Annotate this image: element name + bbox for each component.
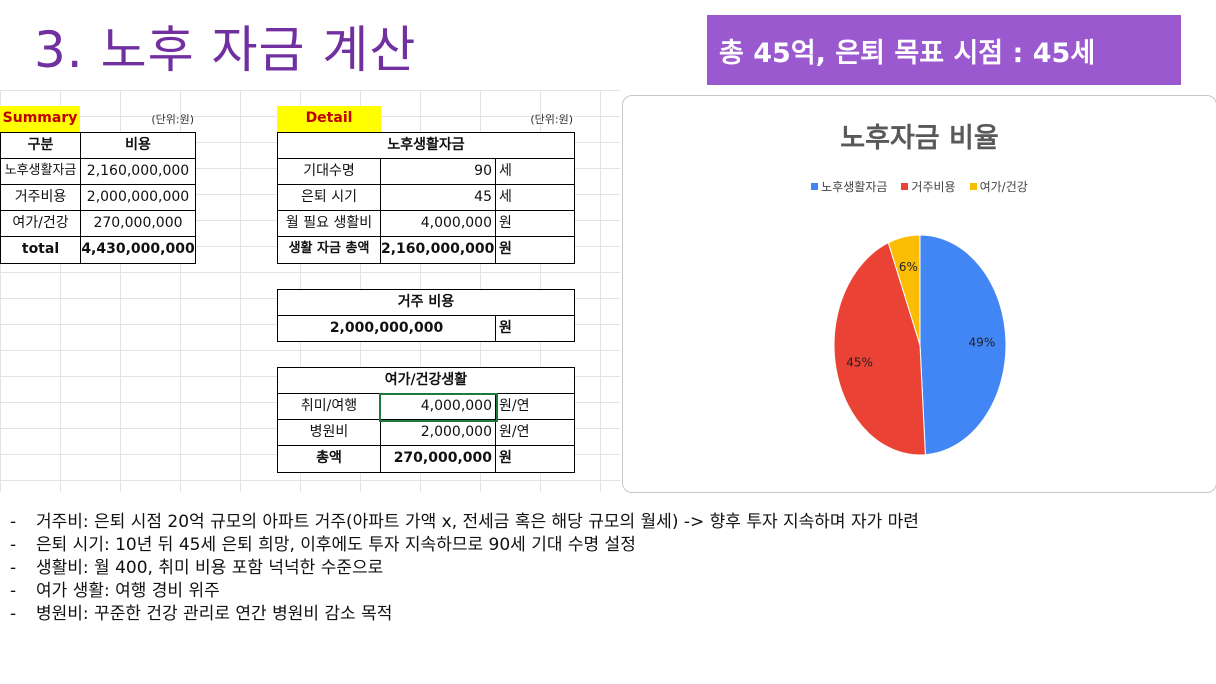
leisure-row-unit: 원/연	[495, 420, 575, 446]
legend-label: 거주비용	[911, 180, 956, 194]
pie-data-label: 45%	[846, 355, 873, 369]
leisure-row-label: 병원비	[277, 420, 381, 446]
leisure-total-value: 270,000,000	[380, 446, 496, 473]
leisure-total-label: 총액	[277, 446, 381, 473]
legend-swatch	[901, 183, 909, 190]
living-header: 노후생활자금	[277, 132, 575, 159]
living-row-label: 월 필요 생활비	[277, 211, 381, 237]
note-text: 생활비: 월 400, 취미 비용 포함 넉넉한 수준으로	[36, 558, 384, 578]
detail-unit: (단위:원)	[530, 113, 573, 126]
living-row-label: 기대수명	[277, 159, 381, 185]
legend-item: 노후생활자금	[811, 178, 887, 195]
living-total-value: 2,160,000,000	[380, 237, 496, 264]
detail-tag: Detail	[277, 106, 381, 132]
pie-data-label: 6%	[899, 260, 918, 274]
legend-label: 노후생활자금	[821, 180, 888, 194]
note-text: 병원비: 꾸준한 건강 관리로 연간 병원비 감소 목적	[36, 604, 393, 624]
summary-header-cost: 비용	[80, 132, 196, 159]
legend-swatch	[811, 183, 819, 190]
housing-unit: 원	[495, 316, 575, 342]
leisure-row-unit: 원/연	[495, 394, 575, 420]
note-item: - 은퇴 시기: 10년 뒤 45세 은퇴 희망, 이후에도 투자 지속하므로 9…	[10, 534, 919, 557]
goal-banner: 총 45억, 은퇴 목표 시점 : 45세	[707, 15, 1181, 85]
leisure-header: 여가/건강생활	[277, 367, 575, 394]
leisure-row-label: 취미/여행	[277, 394, 381, 420]
pie-chart: 49% 45% 6%	[833, 234, 1007, 456]
pie-slice-living	[919, 234, 1007, 456]
pie-slice-leisure	[887, 234, 921, 346]
summary-tag: Summary	[0, 106, 80, 132]
slide-title: 3. 노후 자금 계산	[34, 21, 417, 79]
summary-row-value: 2,160,000,000	[80, 159, 196, 185]
note-item: - 병원비: 꾸준한 건강 관리로 연간 병원비 감소 목적	[10, 603, 919, 626]
living-total-unit: 원	[495, 237, 575, 264]
chart-title: 노후자금 비율	[840, 123, 999, 154]
summary-total-label: total	[0, 237, 81, 264]
legend-swatch	[969, 183, 977, 190]
summary-row-label: 여가/건강	[0, 211, 81, 237]
housing-value: 2,000,000,000	[277, 316, 496, 342]
summary-row-value: 270,000,000	[80, 211, 196, 237]
living-total-label: 생활 자금 총액	[277, 237, 381, 264]
note-item: - 거주비: 은퇴 시점 20억 규모의 아파트 거주(아파트 가액 x, 전세금…	[10, 511, 919, 534]
note-text: 거주비: 은퇴 시점 20억 규모의 아파트 거주(아파트 가액 x, 전세금 …	[36, 512, 919, 532]
note-text: 여가 생활: 여행 경비 위주	[36, 581, 220, 601]
pie-slice-housing	[833, 242, 926, 456]
pie-chart-panel[interactable]: 노후자금 비율 노후생활자금 거주비용 여가/건강 49% 45% 6%	[622, 95, 1216, 493]
pie-data-label: 49%	[969, 336, 996, 350]
summary-header-category: 구분	[0, 132, 81, 159]
leisure-row-value: 2,000,000	[380, 420, 496, 446]
legend-item: 거주비용	[901, 178, 956, 195]
chart-legend: 노후생활자금 거주비용 여가/건강	[623, 178, 1216, 195]
summary-row-label: 거주비용	[0, 185, 81, 211]
living-row-value: 90	[380, 159, 496, 185]
legend-item: 여가/건강	[969, 178, 1028, 195]
living-row-label: 은퇴 시기	[277, 185, 381, 211]
living-row-unit: 세	[495, 159, 575, 185]
note-bullet: -	[10, 512, 17, 532]
legend-label: 여가/건강	[979, 180, 1028, 194]
note-item: - 여가 생활: 여행 경비 위주	[10, 580, 919, 603]
note-bullet: -	[10, 558, 17, 578]
leisure-total-unit: 원	[495, 446, 575, 473]
notes-list: - 거주비: 은퇴 시점 20억 규모의 아파트 거주(아파트 가액 x, 전세금…	[10, 511, 919, 626]
living-row-unit: 원	[495, 211, 575, 237]
note-item: - 생활비: 월 400, 취미 비용 포함 넉넉한 수준으로	[10, 557, 919, 580]
spreadsheet-area: Summary (단위:원) 구분 비용 노후생활자금 2,160,000,00…	[0, 90, 620, 492]
living-row-value: 4,000,000	[380, 211, 496, 237]
note-text: 은퇴 시기: 10년 뒤 45세 은퇴 희망, 이후에도 투자 지속하므로 90…	[36, 535, 636, 555]
housing-header: 거주 비용	[277, 289, 575, 316]
note-bullet: -	[10, 604, 17, 624]
summary-row-label: 노후생활자금	[0, 159, 81, 185]
living-row-value: 45	[380, 185, 496, 211]
summary-total-value: 4,430,000,000	[80, 237, 196, 264]
note-bullet: -	[10, 535, 17, 555]
summary-row-value: 2,000,000,000	[80, 185, 196, 211]
leisure-row-value[interactable]: 4,000,000	[380, 394, 496, 420]
note-bullet: -	[10, 581, 17, 601]
living-row-unit: 세	[495, 185, 575, 211]
summary-unit: (단위:원)	[151, 113, 194, 126]
